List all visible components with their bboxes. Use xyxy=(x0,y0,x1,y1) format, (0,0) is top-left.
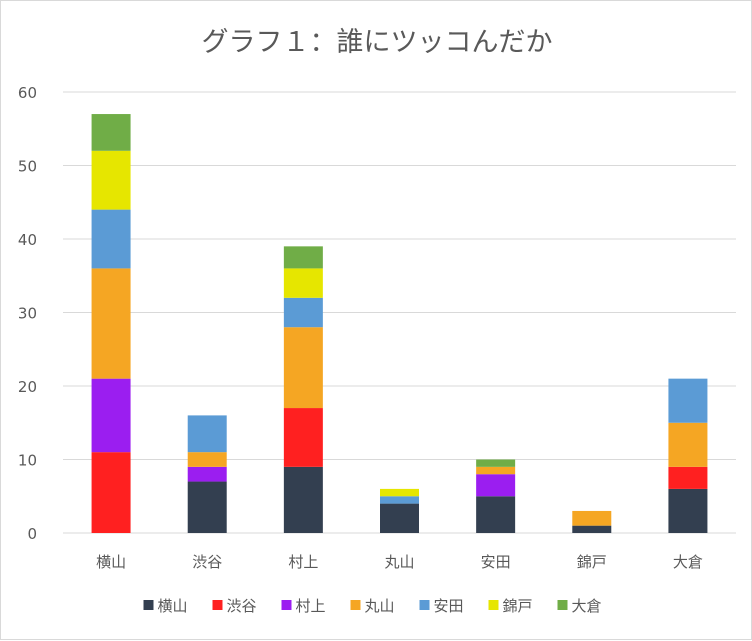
x-tick-label: 渋谷 xyxy=(192,553,222,571)
y-tick-label: 40 xyxy=(18,231,37,249)
legend-label: 渋谷 xyxy=(227,597,257,615)
bar-segment xyxy=(283,466,323,533)
x-tick-label: 大倉 xyxy=(673,553,703,571)
x-tick-label: 錦戸 xyxy=(577,553,607,571)
legend-label: 横山 xyxy=(158,597,188,615)
legend-label: 安田 xyxy=(434,597,464,615)
legend-label: 錦戸 xyxy=(503,597,533,615)
bar-segment xyxy=(187,481,227,533)
legend-swatch xyxy=(212,600,223,610)
legend-swatch xyxy=(281,600,292,610)
bar-segment xyxy=(572,510,612,526)
bar-segment xyxy=(91,378,131,453)
bar-segment xyxy=(91,268,131,379)
x-tick-label: 横山 xyxy=(96,553,126,571)
y-tick-label: 20 xyxy=(18,378,37,396)
bar-segment xyxy=(283,408,323,467)
bar-segment xyxy=(91,209,131,269)
bar-segment xyxy=(476,459,516,467)
bars xyxy=(91,114,708,533)
bar-segment xyxy=(668,488,708,533)
y-tick-label: 60 xyxy=(18,84,37,102)
chart-title: グラフ１：誰にツッコんだか xyxy=(202,27,553,58)
bar-segment xyxy=(476,474,516,497)
bar-segment xyxy=(187,466,227,482)
bar-segment xyxy=(187,452,227,467)
bar-segment xyxy=(668,422,708,467)
y-tick-label: 50 xyxy=(18,158,37,176)
x-axis-ticks: 横山 渋谷 村上 丸山 安田 錦戸 大倉 xyxy=(96,553,703,571)
bar-segment xyxy=(187,415,227,453)
legend-swatch xyxy=(488,600,499,610)
bar-segment xyxy=(91,150,131,210)
legend-swatch xyxy=(557,600,568,610)
bar-segment xyxy=(283,297,323,328)
bar-segment xyxy=(283,268,323,298)
bar-segment xyxy=(668,378,708,423)
legend-label: 村上 xyxy=(296,597,326,615)
x-tick-label: 村上 xyxy=(288,553,318,571)
bar-segment xyxy=(91,114,131,151)
legend-label: 大倉 xyxy=(572,597,602,615)
bar-segment xyxy=(380,488,419,497)
bar-segment xyxy=(380,496,419,504)
legend-label: 丸山 xyxy=(365,597,395,615)
x-tick-label: 丸山 xyxy=(384,553,414,571)
legend-swatch xyxy=(143,600,154,610)
bar-segment xyxy=(91,452,131,533)
legend-swatch xyxy=(419,600,430,610)
y-tick-label: 0 xyxy=(27,525,37,543)
legend-swatch xyxy=(350,600,361,610)
y-tick-label: 30 xyxy=(18,305,37,323)
bar-segment xyxy=(283,246,323,269)
bar-segment xyxy=(476,466,516,475)
y-axis-ticks: 0 10 20 30 40 50 60 xyxy=(18,84,37,543)
bar-segment xyxy=(476,496,516,533)
bar-segment xyxy=(380,503,419,533)
bar-segment xyxy=(668,466,708,489)
y-tick-label: 10 xyxy=(18,452,37,470)
bar-segment xyxy=(283,327,323,409)
legend: 横山 渋谷 村上 丸山 安田 錦戸 大倉 xyxy=(143,597,602,615)
gridlines xyxy=(63,91,736,534)
x-tick-label: 安田 xyxy=(481,553,511,571)
bar-segment xyxy=(572,525,612,533)
